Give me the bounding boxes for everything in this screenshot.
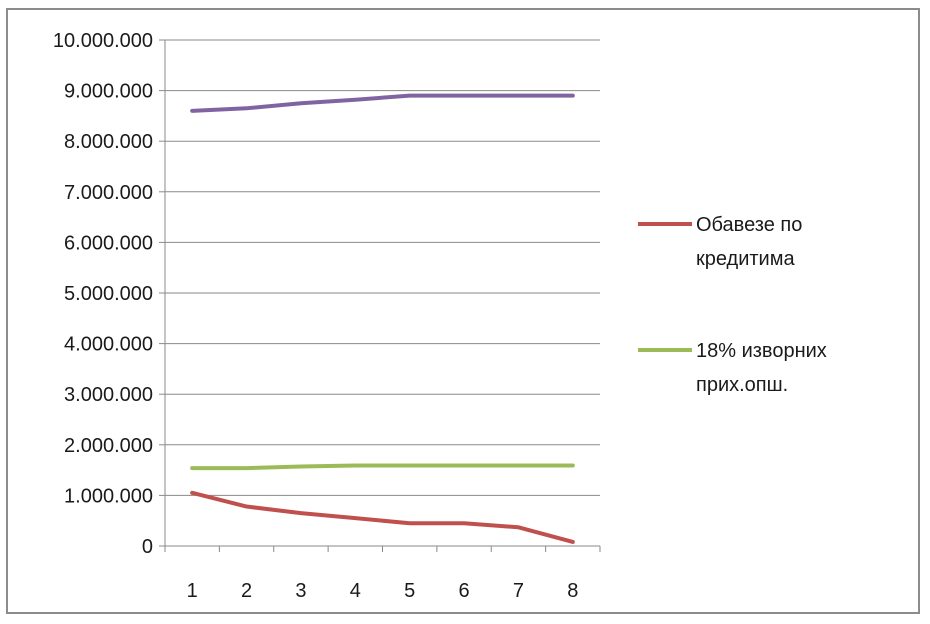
x-tick-label: 6 bbox=[459, 580, 470, 602]
series-line-total bbox=[190, 93, 575, 113]
x-tick-label: 1 bbox=[187, 580, 198, 602]
x-tick-label: 5 bbox=[404, 580, 415, 602]
y-tick-label: 9.000.000 bbox=[64, 81, 153, 103]
x-tick-label: 8 bbox=[567, 580, 578, 602]
x-tick-label: 4 bbox=[350, 580, 361, 602]
series-line-overhead bbox=[190, 463, 575, 471]
x-tick-label: 2 bbox=[241, 580, 252, 602]
x-axis-ticks: 1 2 3 4 5 6 7 8 bbox=[187, 580, 579, 602]
gridlines bbox=[165, 39, 600, 496]
y-tick-label: 8.000.000 bbox=[64, 131, 153, 153]
legend-label-credit: Обавезе по bbox=[696, 214, 802, 236]
y-tick-label: 2.000.000 bbox=[64, 435, 153, 457]
y-tick-label: 10.000.000 bbox=[53, 30, 153, 52]
y-tick-label: 1.000.000 bbox=[64, 485, 153, 507]
y-tick-label: 0 bbox=[142, 536, 153, 558]
legend-label-overhead: прих.опш. bbox=[696, 374, 788, 396]
y-tick-label: 5.000.000 bbox=[64, 283, 153, 305]
y-tick-label: 6.000.000 bbox=[64, 232, 153, 254]
legend: Обавезе по кредитима 18% изворних прих.опш. bbox=[638, 214, 827, 396]
axes bbox=[159, 39, 601, 552]
series-line-credit bbox=[190, 490, 575, 544]
y-tick-label: 4.000.000 bbox=[64, 334, 153, 356]
series-lines bbox=[190, 93, 575, 544]
y-tick-label: 7.000.000 bbox=[64, 182, 153, 204]
x-tick-label: 3 bbox=[295, 580, 306, 602]
legend-label-credit: кредитима bbox=[696, 248, 795, 270]
y-tick-label: 3.000.000 bbox=[64, 384, 153, 406]
legend-label-overhead: 18% изворних bbox=[696, 340, 827, 362]
x-tick-label: 7 bbox=[513, 580, 524, 602]
y-axis-ticks: 0 1.000.000 2.000.000 3.000.000 4.000.000 5.0… bbox=[53, 30, 153, 558]
chart-frame bbox=[6, 8, 920, 614]
